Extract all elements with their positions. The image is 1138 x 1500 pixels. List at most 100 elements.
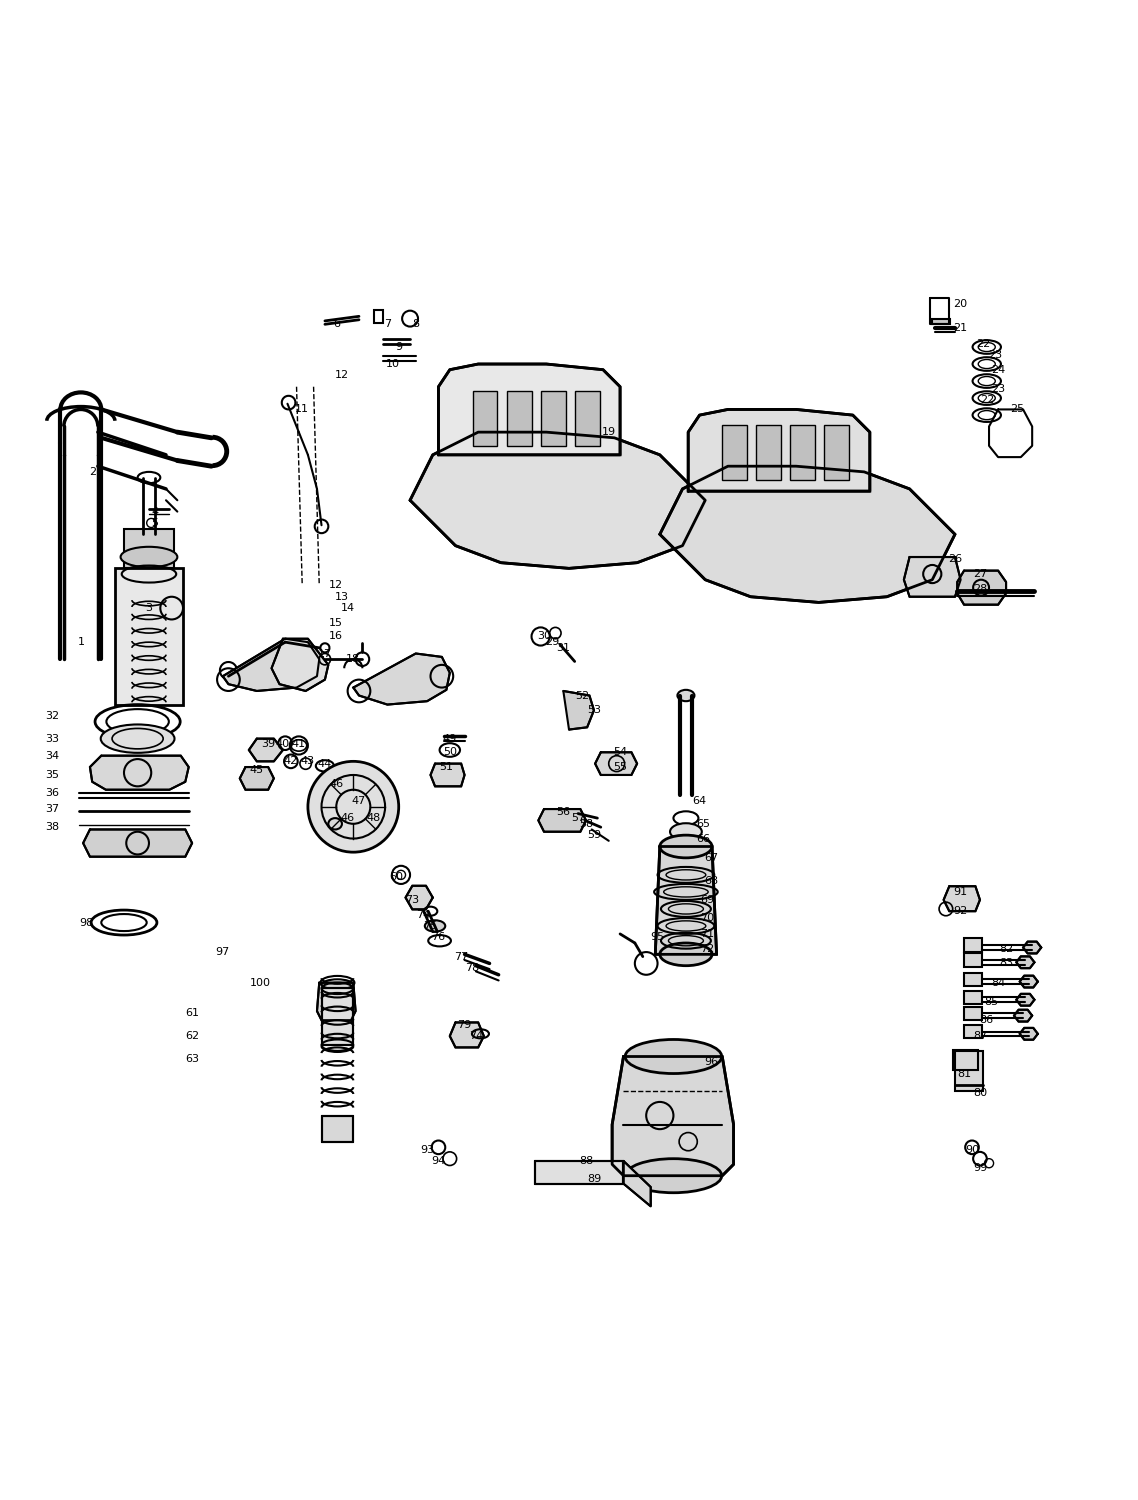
Text: 95: 95 xyxy=(651,933,665,942)
Ellipse shape xyxy=(121,548,178,567)
Text: 43: 43 xyxy=(300,756,315,766)
Text: 12: 12 xyxy=(335,370,349,381)
Bar xyxy=(964,1007,982,1020)
Bar xyxy=(964,952,982,968)
Text: 28: 28 xyxy=(973,584,987,594)
Text: 51: 51 xyxy=(439,762,453,772)
Text: 65: 65 xyxy=(696,819,710,830)
Polygon shape xyxy=(1016,957,1034,968)
Text: 99: 99 xyxy=(973,1162,987,1173)
Bar xyxy=(541,392,566,445)
Polygon shape xyxy=(660,466,955,603)
Text: 83: 83 xyxy=(999,958,1013,969)
Text: 56: 56 xyxy=(556,807,570,818)
Bar xyxy=(575,392,600,445)
Bar xyxy=(115,568,183,705)
Text: 3: 3 xyxy=(146,603,152,613)
Polygon shape xyxy=(1020,1028,1038,1039)
Text: 19: 19 xyxy=(602,427,616,436)
Text: 23: 23 xyxy=(991,384,1005,394)
Text: 18: 18 xyxy=(346,654,361,664)
Text: 57: 57 xyxy=(571,813,585,824)
Text: 59: 59 xyxy=(587,830,601,840)
Text: 27: 27 xyxy=(973,568,987,579)
Polygon shape xyxy=(595,753,637,776)
Ellipse shape xyxy=(625,1158,721,1192)
Text: 88: 88 xyxy=(579,1156,593,1166)
Text: 32: 32 xyxy=(46,711,59,722)
Text: 98: 98 xyxy=(80,918,93,927)
Text: 85: 85 xyxy=(984,998,998,1006)
Text: 34: 34 xyxy=(46,750,59,760)
Text: 11: 11 xyxy=(295,405,310,414)
Bar xyxy=(757,426,782,480)
Polygon shape xyxy=(655,846,717,954)
Polygon shape xyxy=(322,1116,353,1142)
Bar xyxy=(964,990,982,1005)
Text: 35: 35 xyxy=(46,770,59,780)
Text: 53: 53 xyxy=(587,705,601,716)
Text: 79: 79 xyxy=(457,1020,471,1029)
Polygon shape xyxy=(1014,1010,1032,1022)
Text: 76: 76 xyxy=(431,933,445,942)
Polygon shape xyxy=(272,639,329,692)
Text: 46: 46 xyxy=(340,813,355,824)
Circle shape xyxy=(308,762,398,852)
Bar xyxy=(506,392,531,445)
Bar xyxy=(932,318,950,324)
Text: 38: 38 xyxy=(46,822,59,833)
Polygon shape xyxy=(535,1161,624,1184)
Text: 73: 73 xyxy=(405,896,420,904)
Text: 16: 16 xyxy=(329,632,344,642)
Text: 5: 5 xyxy=(151,518,158,528)
Text: 58: 58 xyxy=(579,819,593,830)
Text: 22: 22 xyxy=(980,396,993,405)
Bar xyxy=(824,426,849,480)
Bar xyxy=(373,309,382,322)
Text: 54: 54 xyxy=(613,747,627,758)
Ellipse shape xyxy=(625,1040,721,1074)
Polygon shape xyxy=(450,1023,484,1047)
Ellipse shape xyxy=(660,836,712,858)
Bar xyxy=(964,972,982,986)
Text: 41: 41 xyxy=(291,740,306,750)
Polygon shape xyxy=(1020,975,1038,987)
Polygon shape xyxy=(943,886,980,910)
Polygon shape xyxy=(240,766,274,789)
Text: 1: 1 xyxy=(77,638,84,646)
Polygon shape xyxy=(612,1056,734,1176)
Text: 24: 24 xyxy=(991,364,1005,375)
Polygon shape xyxy=(438,364,620,454)
Text: 91: 91 xyxy=(954,886,967,897)
Text: 100: 100 xyxy=(249,978,271,987)
Text: 30: 30 xyxy=(537,632,551,642)
Text: 64: 64 xyxy=(693,796,707,806)
Text: 49: 49 xyxy=(443,734,457,744)
Polygon shape xyxy=(957,570,1006,604)
Text: 97: 97 xyxy=(215,946,230,957)
Polygon shape xyxy=(688,410,869,491)
Text: 69: 69 xyxy=(700,896,715,904)
Text: 66: 66 xyxy=(696,834,710,843)
Polygon shape xyxy=(223,639,320,692)
Text: 82: 82 xyxy=(999,944,1013,954)
Text: 9: 9 xyxy=(395,342,402,352)
Text: 96: 96 xyxy=(703,1058,718,1066)
Polygon shape xyxy=(538,808,586,831)
Text: 74: 74 xyxy=(417,909,431,920)
Polygon shape xyxy=(249,738,283,762)
Polygon shape xyxy=(318,982,355,1020)
Ellipse shape xyxy=(670,824,702,840)
Polygon shape xyxy=(410,432,706,568)
Text: 50: 50 xyxy=(443,747,456,758)
Text: 46: 46 xyxy=(329,778,344,789)
Text: 72: 72 xyxy=(700,944,715,954)
Bar xyxy=(964,1024,982,1038)
Text: 61: 61 xyxy=(185,1008,199,1019)
Text: 48: 48 xyxy=(366,813,381,824)
Text: 42: 42 xyxy=(283,756,298,766)
Bar xyxy=(124,528,174,568)
Polygon shape xyxy=(90,756,189,789)
Text: 52: 52 xyxy=(576,690,589,700)
Text: 29: 29 xyxy=(545,638,559,646)
